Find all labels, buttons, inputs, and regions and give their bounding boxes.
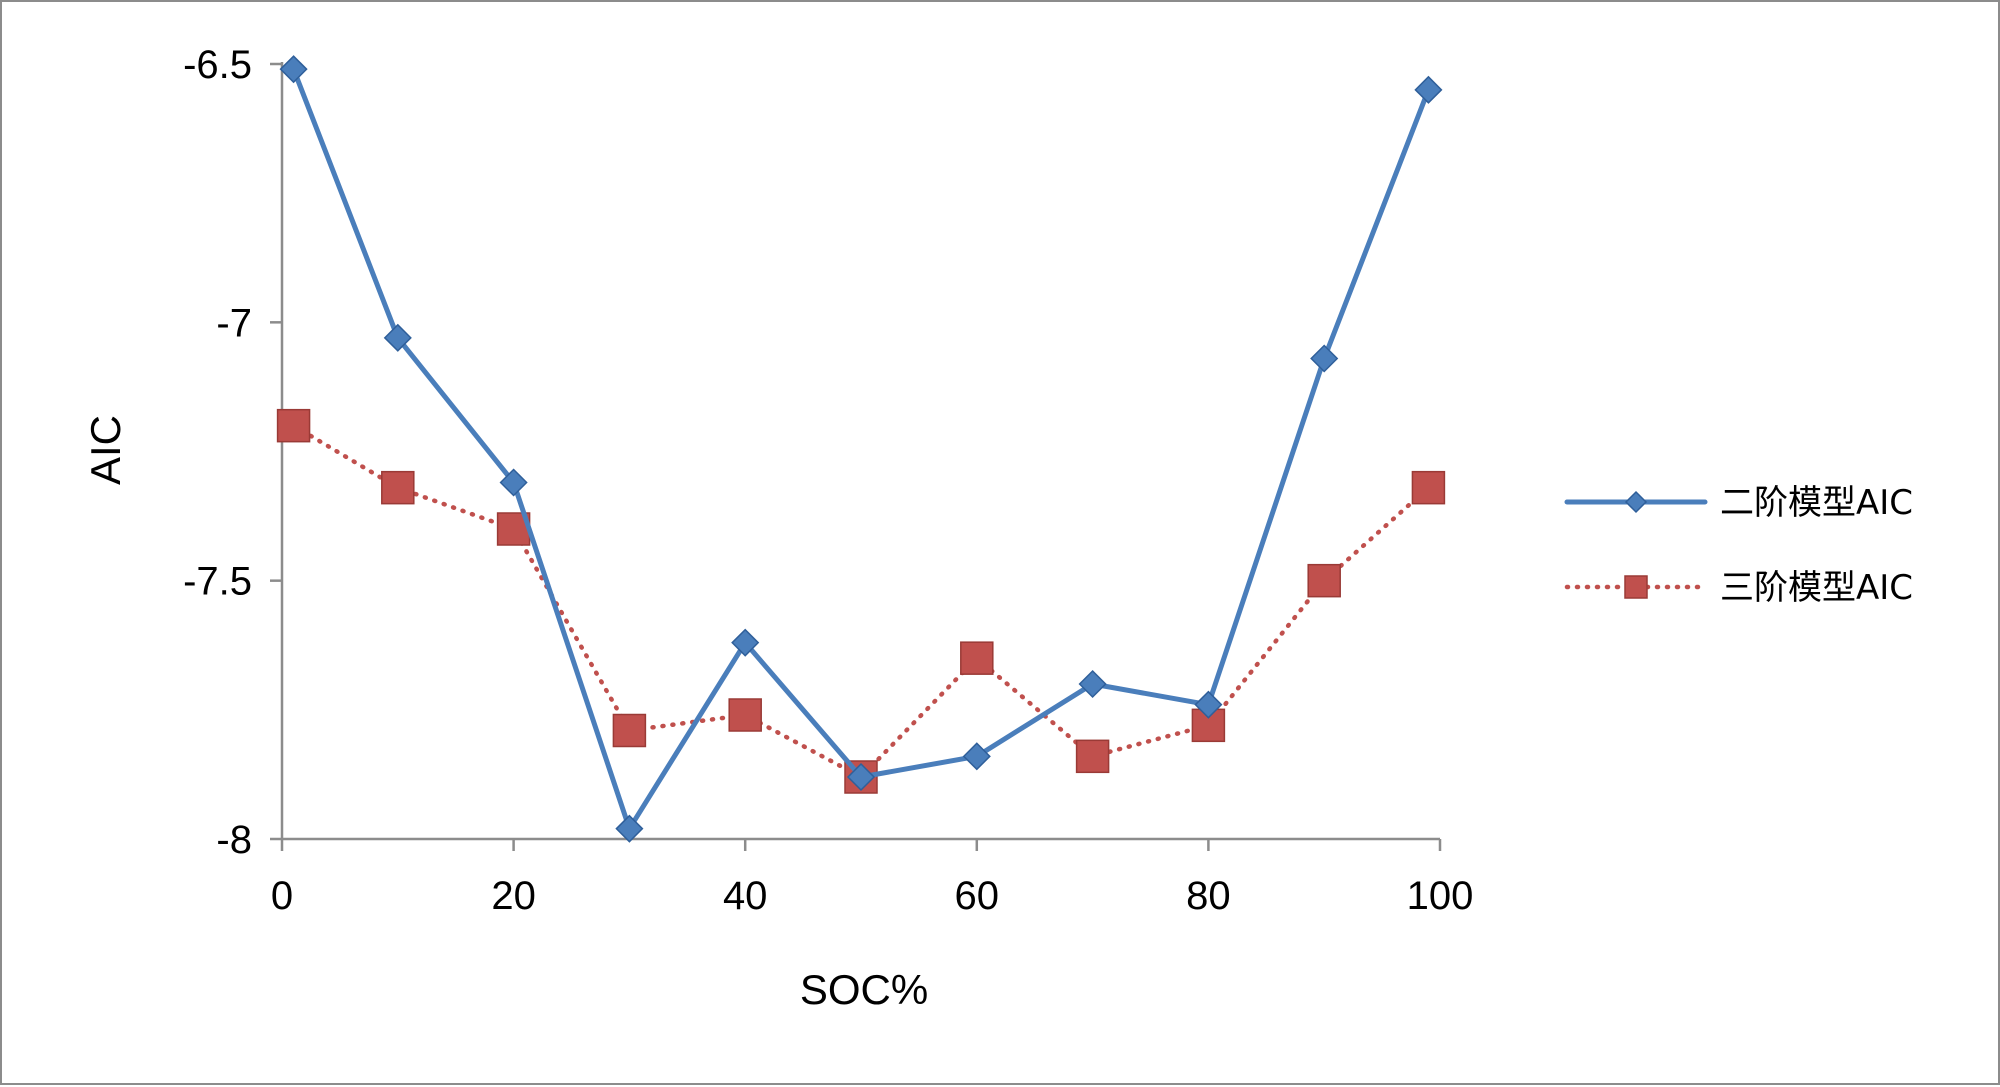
- series-2: [276, 408, 1446, 794]
- data-point: [962, 742, 991, 771]
- x-tick-label: 40: [723, 874, 768, 918]
- data-point: [728, 698, 762, 732]
- y-axis-title: AIC: [82, 415, 129, 485]
- data-point: [960, 641, 994, 675]
- y-tick-label: -7.5: [183, 560, 252, 604]
- series-layer: [276, 55, 1446, 843]
- data-point: [846, 762, 876, 792]
- data-point: [1307, 563, 1341, 598]
- axes: -6.5 -7 -7.5 -8 0 20 40 60 80 100: [183, 43, 1473, 918]
- series-line: [291, 68, 1431, 832]
- x-tick-label: 20: [491, 874, 536, 918]
- data-point: [381, 470, 415, 505]
- x-tick-label: 100: [1407, 874, 1474, 918]
- data-point: [1078, 669, 1107, 699]
- series-line: [291, 423, 1431, 780]
- data-point: [615, 814, 644, 843]
- legend-label: 三阶模型AIC: [1720, 568, 1913, 608]
- y-tick-label: -7: [216, 301, 252, 345]
- y-tick-label: -6.5: [183, 43, 252, 87]
- x-tick-label: 80: [1186, 874, 1231, 918]
- x-tick-label: 0: [271, 874, 293, 918]
- data-point: [1075, 739, 1110, 774]
- data-point: [1194, 690, 1223, 719]
- legend-marker: [1624, 490, 1648, 514]
- x-axis-title: SOC%: [800, 966, 928, 1013]
- legend: 二阶模型AIC 三阶模型AIC: [1564, 483, 1913, 608]
- x-tick-label: 60: [955, 874, 1000, 918]
- data-point: [731, 628, 760, 657]
- data-point: [279, 55, 308, 84]
- legend-label: 二阶模型AIC: [1720, 483, 1913, 523]
- data-point: [1310, 344, 1339, 373]
- data-point: [499, 468, 528, 497]
- series-1: [279, 55, 1443, 843]
- data-point: [276, 408, 311, 443]
- data-point: [612, 713, 647, 748]
- data-point: [383, 323, 412, 352]
- data-point: [1411, 470, 1446, 505]
- data-point: [1414, 75, 1443, 104]
- legend-marker: [1624, 575, 1648, 599]
- y-tick-label: -8: [216, 818, 252, 862]
